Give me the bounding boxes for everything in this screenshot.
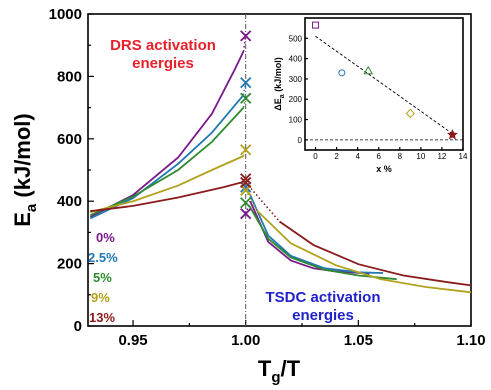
ylabel-sub: a [23, 203, 40, 212]
drs-extrapolation-3 [242, 149, 247, 157]
tsdc-annotation-line2: energies [292, 307, 354, 324]
tsdc-extrapolation-1 [245, 186, 251, 196]
drs-annotation-line1: DRS activation [110, 37, 216, 54]
inset-x-tick-label: 10 [416, 152, 425, 161]
ylabel-tail: (kJ/mol) [10, 113, 35, 203]
inset-content-group [305, 21, 463, 141]
tsdc-marker-0-0 [240, 208, 252, 220]
inset-point-2 [363, 65, 374, 75]
x-tick-label: 0.95 [118, 332, 147, 349]
tsdc-marker-2-0 [240, 197, 252, 209]
xlabel-tail: /T [281, 356, 301, 381]
inset-x-tick-label: 12 [437, 152, 446, 161]
drs-marker-1 [240, 77, 252, 89]
y-tick-label: 400 [57, 193, 82, 210]
inset-x-tick-label: 8 [398, 152, 403, 161]
inset-fit-line [315, 35, 453, 135]
inset-x-tick-label: 4 [355, 152, 360, 161]
inset-y-tick-label: 300 [289, 75, 303, 84]
x-tick-label: 1.00 [231, 332, 260, 349]
inset-point-0 [312, 21, 320, 29]
inset-point-3 [405, 108, 416, 119]
svg-text:Ea (kJ/mol): Ea (kJ/mol) [10, 113, 40, 227]
inset-x-tick-label: 6 [377, 152, 382, 161]
inset-point-4 [446, 129, 458, 140]
inset-y-tick-label: 500 [289, 34, 303, 43]
inset-ylabel: ΔEa (kJ/mol) [273, 57, 286, 110]
inset-point-1 [338, 69, 346, 77]
main-markers-group [240, 30, 252, 220]
series-legend: 0% 2.5% 5% 9% 13% [88, 230, 118, 325]
drs-marker-2 [240, 92, 252, 104]
drs-marker-0 [240, 30, 252, 42]
drs-annotation-line2: energies [132, 55, 194, 72]
inset-plot-frame [304, 17, 464, 151]
legend-label-2: 5% [93, 270, 112, 285]
legend-label-0: 0% [96, 230, 115, 245]
y-tick-label: 600 [57, 131, 82, 148]
inset-y-tick-label: 100 [289, 116, 303, 125]
ylabel-main: E [10, 212, 35, 227]
drs-curve-0 [89, 51, 245, 218]
tsdc-annotation-line1: TSDC activation [265, 289, 380, 306]
inset-ylabel-tail: (kJ/mol) [273, 57, 283, 94]
tsdc-curve-4 [278, 220, 472, 287]
inset-ylabel-main: ΔE [273, 98, 283, 110]
tsdc-curve-1 [249, 194, 384, 274]
legend-label-3: 9% [91, 290, 110, 305]
inset-axis-ticks: 0 2 4 6 8 10 12 14 0 100 200 300 400 500 [289, 34, 468, 161]
main-xlabel: Tg/T [258, 356, 301, 386]
y-tick-label: 200 [57, 256, 82, 273]
tsdc-marker-4-0 [240, 176, 252, 189]
tsdc-curve-2 [249, 206, 397, 281]
legend-label-1: 2.5% [88, 250, 118, 265]
drs-marker-4 [240, 173, 252, 185]
tsdc-extrapolation-4 [245, 181, 281, 223]
inset-ylabel-sub: a [279, 94, 286, 98]
main-ylabel: Ea (kJ/mol) [10, 113, 40, 227]
x-tick-label: 1.10 [456, 332, 485, 349]
inset-x-tick-label: 2 [334, 152, 339, 161]
xlabel-sub: g [271, 369, 280, 386]
y-tick-label: 800 [57, 68, 82, 85]
inset-x-tick-label: 0 [313, 152, 318, 161]
legend-label-4: 13% [89, 310, 115, 325]
drs-curve-3 [90, 155, 244, 213]
inset-x-tick-label: 14 [459, 152, 468, 161]
tsdc-marker-1-0 [240, 181, 252, 193]
svg-text:ΔEa (kJ/mol): ΔEa (kJ/mol) [273, 57, 286, 110]
drs-curve-2 [89, 106, 245, 217]
xlabel-main: T [258, 356, 272, 381]
inset-y-tick-label: 400 [289, 55, 303, 64]
tsdc-curve-3 [256, 209, 472, 294]
drs-marker-3 [240, 144, 252, 156]
inset-y-tick-label: 200 [289, 95, 303, 104]
inset-xlabel: x % [376, 164, 392, 174]
x-tick-label: 1.05 [344, 332, 373, 349]
drs-curve-4 [90, 181, 244, 213]
y-tick-label: 1000 [49, 6, 82, 23]
inset-y-tick-label: 0 [298, 136, 303, 145]
y-tick-label: 0 [74, 318, 82, 335]
drs-extrapolation-0 [242, 35, 247, 52]
